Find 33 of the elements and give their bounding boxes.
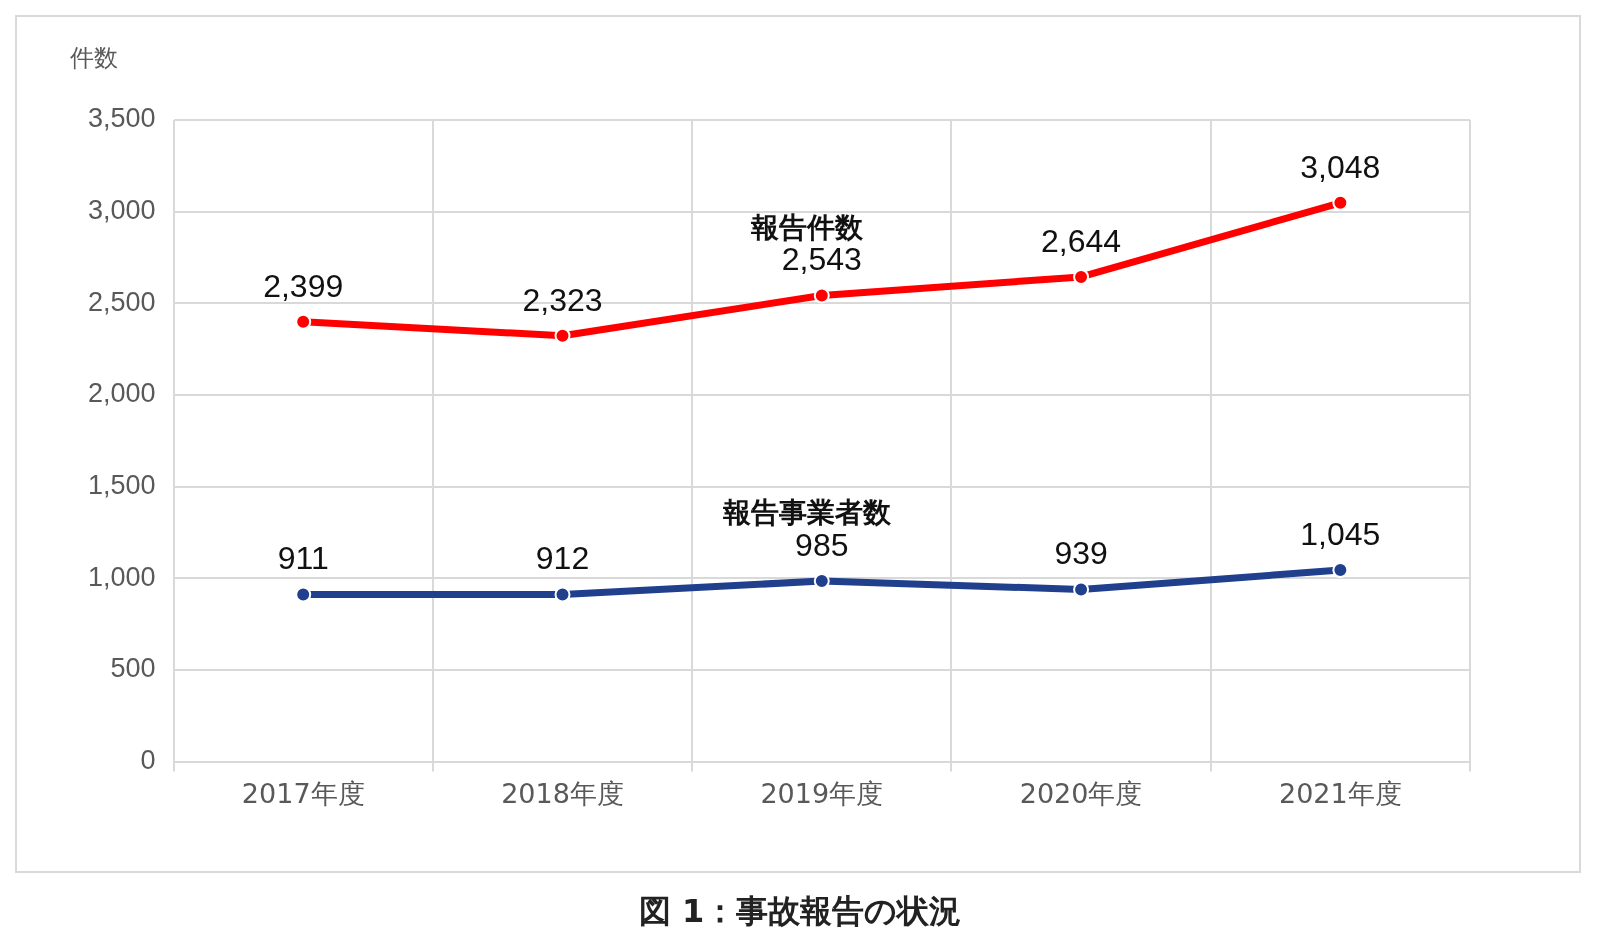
data-label: 939: [1054, 535, 1108, 572]
point: [1332, 194, 1349, 211]
y-axis-title: 件数: [70, 44, 118, 73]
y-tick-label: 500: [110, 653, 156, 684]
data-label: 2,644: [1041, 222, 1122, 259]
y-tick-label: 1,000: [87, 561, 156, 592]
x-tick-label: 2019年度: [760, 777, 884, 809]
data-label: 2,399: [263, 267, 344, 304]
y-tick-label: 0: [140, 745, 156, 776]
y-tick-label: 2,500: [87, 286, 156, 317]
x-tick-label: 2021年度: [1279, 777, 1402, 809]
y-tick-label: 3,500: [87, 103, 156, 134]
data-label: 2,543: [781, 241, 862, 278]
point: [295, 586, 312, 603]
x-tick-label: 2020年度: [1019, 777, 1143, 809]
point: [1073, 581, 1090, 598]
x-tick-label: 2017年度: [241, 777, 365, 809]
series-label: 報告件数: [749, 210, 864, 244]
y-tick-label: 3,000: [87, 195, 156, 226]
y-tick-label: 2,000: [87, 378, 156, 409]
point: [1332, 562, 1349, 579]
caption: 図 1：事故報告の状況: [637, 891, 963, 932]
point: [554, 586, 571, 603]
y-tick-label: 1,500: [87, 470, 156, 501]
data-label: 912: [535, 540, 590, 577]
point: [295, 313, 312, 330]
data-label: 911: [277, 540, 329, 577]
point: [813, 287, 830, 304]
data-label: 1,045: [1300, 515, 1381, 552]
point: [554, 327, 571, 344]
data-label: 2,323: [522, 281, 603, 318]
data-label: 3,048: [1300, 148, 1381, 185]
x-tick-label: 2018年度: [501, 777, 624, 809]
